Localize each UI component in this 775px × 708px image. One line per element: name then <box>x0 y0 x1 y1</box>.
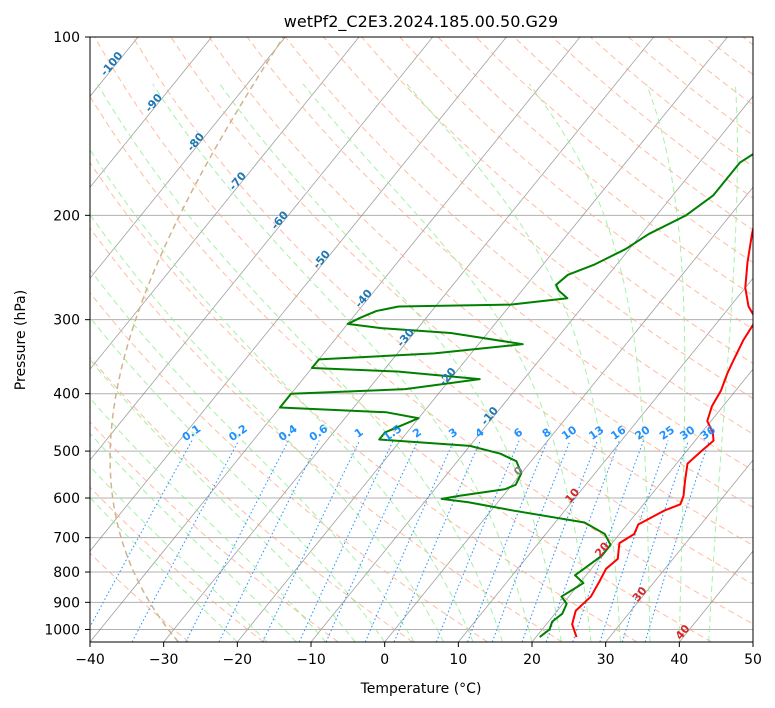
mixing-ratio-line <box>545 440 620 642</box>
moist-adiabat <box>219 83 562 642</box>
dry-adiabat <box>90 161 638 642</box>
y-tick-label: 300 <box>53 313 80 329</box>
x-tick-label: 40 <box>670 652 688 668</box>
plot-frame <box>89 36 754 643</box>
mixing-ratio-line <box>364 440 455 642</box>
isotherm-line <box>90 37 213 188</box>
x-tick-label: 0 <box>380 652 389 668</box>
dry-adiabat <box>94 37 753 625</box>
dry-adiabat <box>437 37 753 297</box>
mixing-ratio-line <box>218 440 320 642</box>
y-tick-label: 100 <box>53 30 80 46</box>
moist-adiabat <box>528 83 651 642</box>
isotherm-line <box>531 368 753 642</box>
y-tick-label: 500 <box>53 444 80 460</box>
y-tick-label: 200 <box>53 208 80 224</box>
x-tick-label: −40 <box>75 652 105 668</box>
y-tick-label: 900 <box>53 595 80 611</box>
isotherm-line <box>384 186 753 642</box>
x-tick-label: −30 <box>149 652 179 668</box>
isotherm-line <box>163 37 655 642</box>
mixing-ratio-line <box>90 440 193 628</box>
isotherm-line <box>90 37 286 279</box>
moist-adiabat <box>90 465 268 642</box>
dry-adiabat <box>132 37 753 585</box>
dry-adiabat <box>246 37 753 471</box>
dry-adiabat <box>90 227 563 642</box>
moist-adiabat <box>90 213 445 642</box>
y-tick-label: 800 <box>53 565 80 581</box>
x-tick-label: −10 <box>296 652 326 668</box>
dry-adiabat <box>90 291 488 642</box>
isotherm-line <box>90 37 360 370</box>
moist-adiabat <box>90 397 327 642</box>
x-tick-label: 30 <box>597 652 615 668</box>
moist-adiabat <box>90 316 386 642</box>
x-tick-label: 20 <box>523 652 541 668</box>
moist-adiabat <box>90 432 297 642</box>
mixing-ratio-line <box>621 440 689 642</box>
x-tick-label: 10 <box>449 652 467 668</box>
dewpoint-profile-line <box>278 152 753 638</box>
x-tick-label: −20 <box>223 652 253 668</box>
mixing-ratio-line <box>644 440 710 642</box>
grid-layer <box>90 37 753 642</box>
dry-adiabat <box>90 356 414 642</box>
isotherm-line <box>90 37 434 461</box>
background-lines <box>90 37 753 642</box>
moist-adiabat <box>708 83 738 642</box>
dry-adiabat <box>170 37 753 546</box>
isotherm-line <box>458 277 753 642</box>
dry-adiabat <box>90 421 339 642</box>
dry-adiabat <box>399 37 753 330</box>
moist-adiabat <box>90 148 474 642</box>
x-axis-label: Temperature (°C) <box>360 681 482 697</box>
axis-ticks: −40 −30 −20 −10 0 10 20 30 40 50 100 200 300 400 500 60… <box>44 30 762 668</box>
isotherm-line <box>90 37 581 642</box>
y-tick-label: 1000 <box>44 622 80 638</box>
mixing-ratio-line <box>325 440 419 642</box>
moist-adiabat <box>97 83 504 642</box>
moist-adiabat <box>90 268 415 642</box>
reference-curve <box>109 37 285 642</box>
mixing-ratio-line <box>521 440 598 642</box>
isotherm-line <box>90 37 507 552</box>
moist-adiabat <box>152 83 533 642</box>
dry-adiabat <box>90 95 712 642</box>
x-tick-label: 50 <box>744 652 762 668</box>
y-tick-label: 700 <box>53 531 80 547</box>
chart-title: wetPf2_C2E3.2024.185.00.50.G29 <box>284 12 558 32</box>
moist-adiabat <box>406 83 621 642</box>
y-axis-label: Pressure (hPa) <box>13 290 29 390</box>
y-tick-label: 600 <box>53 491 80 507</box>
moist-adiabat <box>90 358 356 642</box>
isotherm-line <box>237 37 728 642</box>
isotherm-line <box>605 459 753 642</box>
y-tick-label: 400 <box>53 387 80 403</box>
dry-adiabat <box>90 552 190 642</box>
mixing-ratio-line <box>393 440 481 642</box>
